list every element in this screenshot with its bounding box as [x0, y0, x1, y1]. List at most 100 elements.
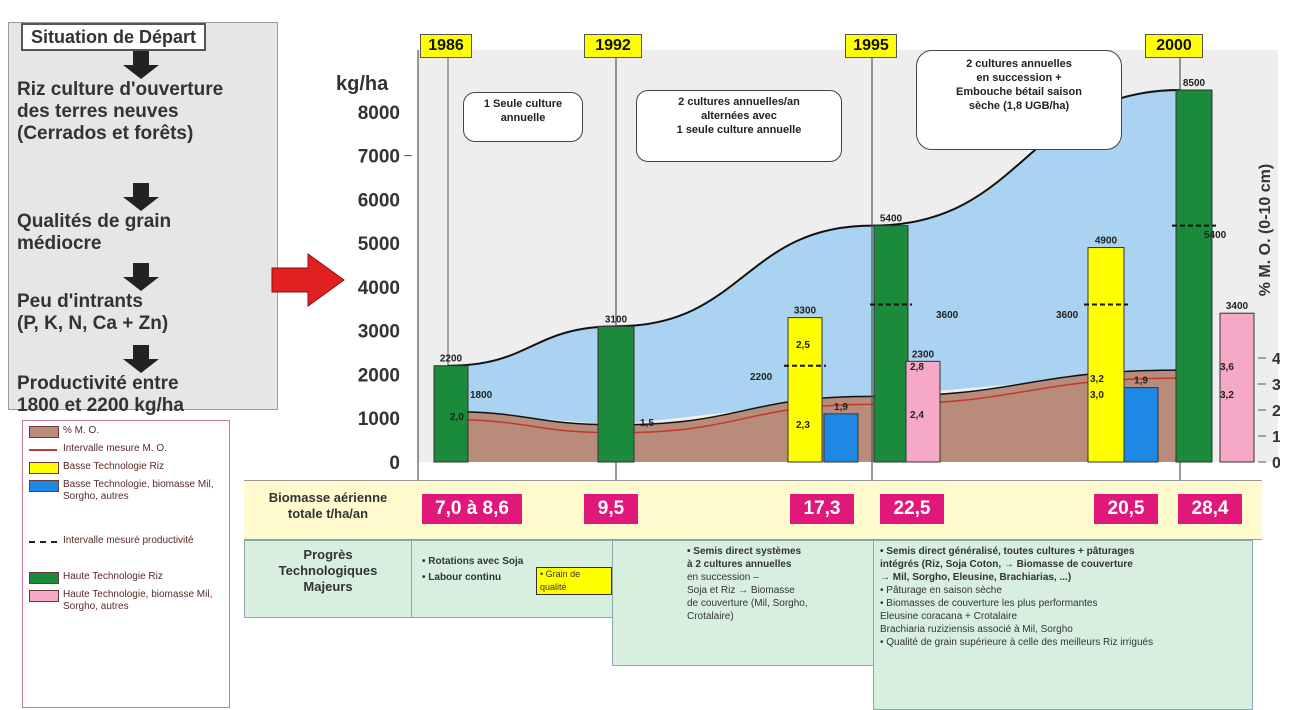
- year-label-1986: 1986: [420, 34, 472, 58]
- progress-col1-line-1: • Rotations avec Soja: [422, 556, 524, 567]
- bar: [905, 360, 941, 463]
- flowchart-panel: Situation de Départ Riz culture d'ouvert…: [8, 22, 278, 416]
- biomass-row: [244, 480, 1262, 540]
- data-label: 2,5: [796, 340, 810, 351]
- progress-col1-line-2: • Labour continu: [422, 572, 502, 583]
- bar-value-label: 1,9: [834, 402, 848, 413]
- y-tick-label: 6000: [358, 190, 400, 211]
- y2-tick-label: 4: [1272, 351, 1280, 368]
- y-tick-label: 5000: [358, 234, 400, 255]
- progress-line: Eleusine coracana + Crotalaire: [880, 611, 1018, 622]
- phase-text: Embouche bétail saison: [956, 86, 1082, 98]
- year-label-1995: 1995: [845, 34, 897, 58]
- legend-swatch: [29, 462, 59, 474]
- y2-tick-label: 0: [1272, 455, 1280, 472]
- progress-line: • Semis direct systèmes: [687, 546, 802, 557]
- bar-value-label: 3400: [1226, 301, 1249, 312]
- bar: [597, 325, 635, 463]
- biomass-label: Biomasse aérienne totale t/ha/an: [246, 490, 410, 522]
- legend-swatch: [29, 541, 57, 543]
- bar-value-label: 3300: [794, 306, 817, 317]
- progress-col-2: • Semis direct systèmes à 2 cultures annu…: [612, 540, 874, 666]
- data-label: 3,0: [1090, 390, 1104, 401]
- bar-value-label: 1,9: [1134, 376, 1148, 387]
- bar-value-label: 5400: [880, 214, 903, 225]
- biomass-value-1986: 7,0 à 8,6: [422, 494, 522, 524]
- bar: [433, 365, 469, 463]
- phase-text: annuelle: [500, 112, 546, 124]
- progress-label: Progrès Technologiques Majeurs: [245, 541, 411, 595]
- legend-label: Intervalle mesuré productivité: [63, 535, 194, 546]
- red-arrow-icon: [271, 253, 345, 307]
- phase-text: 2 cultures annuelles/an: [678, 96, 800, 108]
- bar: [1175, 89, 1213, 463]
- data-label: 3600: [1056, 310, 1079, 321]
- legend-label: % M. O.: [63, 425, 100, 436]
- down-arrow-icon: [123, 183, 159, 211]
- bar: [1123, 387, 1159, 463]
- down-arrow-icon: [123, 51, 159, 79]
- phase-text: en succession +: [976, 72, 1062, 84]
- flow-step-text: Qualités de grain: [17, 211, 172, 232]
- legend-swatch: [29, 590, 59, 602]
- biomass-value-1992b: 17,3: [790, 494, 854, 524]
- bar-value-label: 3100: [605, 314, 628, 325]
- progress-col3-text: • Semis direct généralisé, toutes cultur…: [880, 545, 1250, 649]
- legend-label: Haute Technologie, biomasse Mil, Sorgho,…: [63, 589, 213, 612]
- progress-line: intégrés (Riz, Soja Coton, → Biomasse de…: [880, 559, 1133, 570]
- y2-tick-label: 2: [1272, 403, 1280, 420]
- progress-line: → Mil, Sorgho, Eleusine, Brachiarias, ..…: [880, 572, 1072, 583]
- data-label: 1,5: [640, 418, 654, 429]
- year-label-2000: 2000: [1145, 34, 1203, 58]
- bar: [787, 317, 823, 463]
- bar-value-label: 2300: [912, 349, 935, 360]
- y-axis-title: kg/ha: [336, 73, 389, 95]
- y-tick-label: 4000: [358, 278, 400, 299]
- flow-step-text: Productivité entre: [17, 373, 179, 394]
- phase-box-2: 2 cultures annuelles/an alternées avec 1 s…: [636, 90, 842, 162]
- flow-step-text: 1800 et 2200 kg/ha: [17, 395, 184, 416]
- progress-line: Soja et Riz → Biomasse: [687, 585, 795, 596]
- progress-label-line-1: Progrès: [303, 547, 353, 562]
- data-label: 2,4: [910, 410, 924, 421]
- flow-steps: Riz culture d'ouverture des terres neuves…: [17, 23, 275, 416]
- data-label: 3,2: [1090, 374, 1104, 385]
- flow-step-text: Riz culture d'ouverture: [17, 79, 224, 100]
- progress-line: de couverture (Mil, Sorgho,: [687, 598, 808, 609]
- legend-label: Basse Technologie Riz: [63, 461, 164, 472]
- progress-line: à 2 cultures annuelles: [687, 559, 792, 570]
- y-tick-label: 8000: [358, 103, 400, 124]
- phase-box-1: 1 Seule culture annuelle: [463, 92, 583, 142]
- y2-tick-label: 3: [1272, 377, 1280, 394]
- data-label: 3600: [936, 310, 959, 321]
- progress-line: en succession –: [687, 572, 759, 583]
- data-label: 2,3: [796, 420, 810, 431]
- progress-line: • Qualité de grain supérieure à celle de…: [880, 637, 1154, 648]
- year-label-1992: 1992: [584, 34, 642, 58]
- data-label: 5400: [1204, 230, 1227, 241]
- start-box: Situation de Départ: [21, 23, 207, 51]
- data-label: 2200: [750, 372, 773, 383]
- flow-step-text: (Cerrados et forêts): [17, 123, 194, 144]
- bar: [823, 413, 859, 463]
- progress-line: • Semis direct généralisé, toutes cultur…: [880, 546, 1135, 557]
- data-label: 3,6: [1220, 362, 1234, 373]
- flow-step-text: des terres neuves: [17, 101, 179, 122]
- progress-line: Crotalaire): [687, 611, 734, 622]
- progress-line: • Pâturage en saison sèche: [880, 585, 1002, 596]
- bar-value-label: 8500: [1183, 78, 1206, 89]
- data-label: 2,0: [450, 412, 464, 423]
- down-arrow-icon: [123, 345, 159, 373]
- bar: [873, 225, 909, 463]
- progress-col-1: • Rotations avec Soja • Labour continu •…: [411, 540, 613, 618]
- biomass-label-line-2: totale t/ha/an: [287, 506, 369, 521]
- legend: % M. O. Intervalle mesure M. O. Basse Tech…: [22, 420, 230, 708]
- legend-swatch: [29, 426, 59, 438]
- data-label: 2,8: [910, 362, 924, 373]
- progress-label-line-3: Majeurs: [303, 579, 353, 594]
- biomass-value-1995b: 20,5: [1094, 494, 1158, 524]
- progress-col2-text: • Semis direct systèmes à 2 cultures annu…: [687, 545, 867, 623]
- data-label: 1800: [470, 390, 493, 401]
- phase-text: 1 Seule culture: [483, 98, 563, 110]
- legend-swatch: [29, 449, 57, 451]
